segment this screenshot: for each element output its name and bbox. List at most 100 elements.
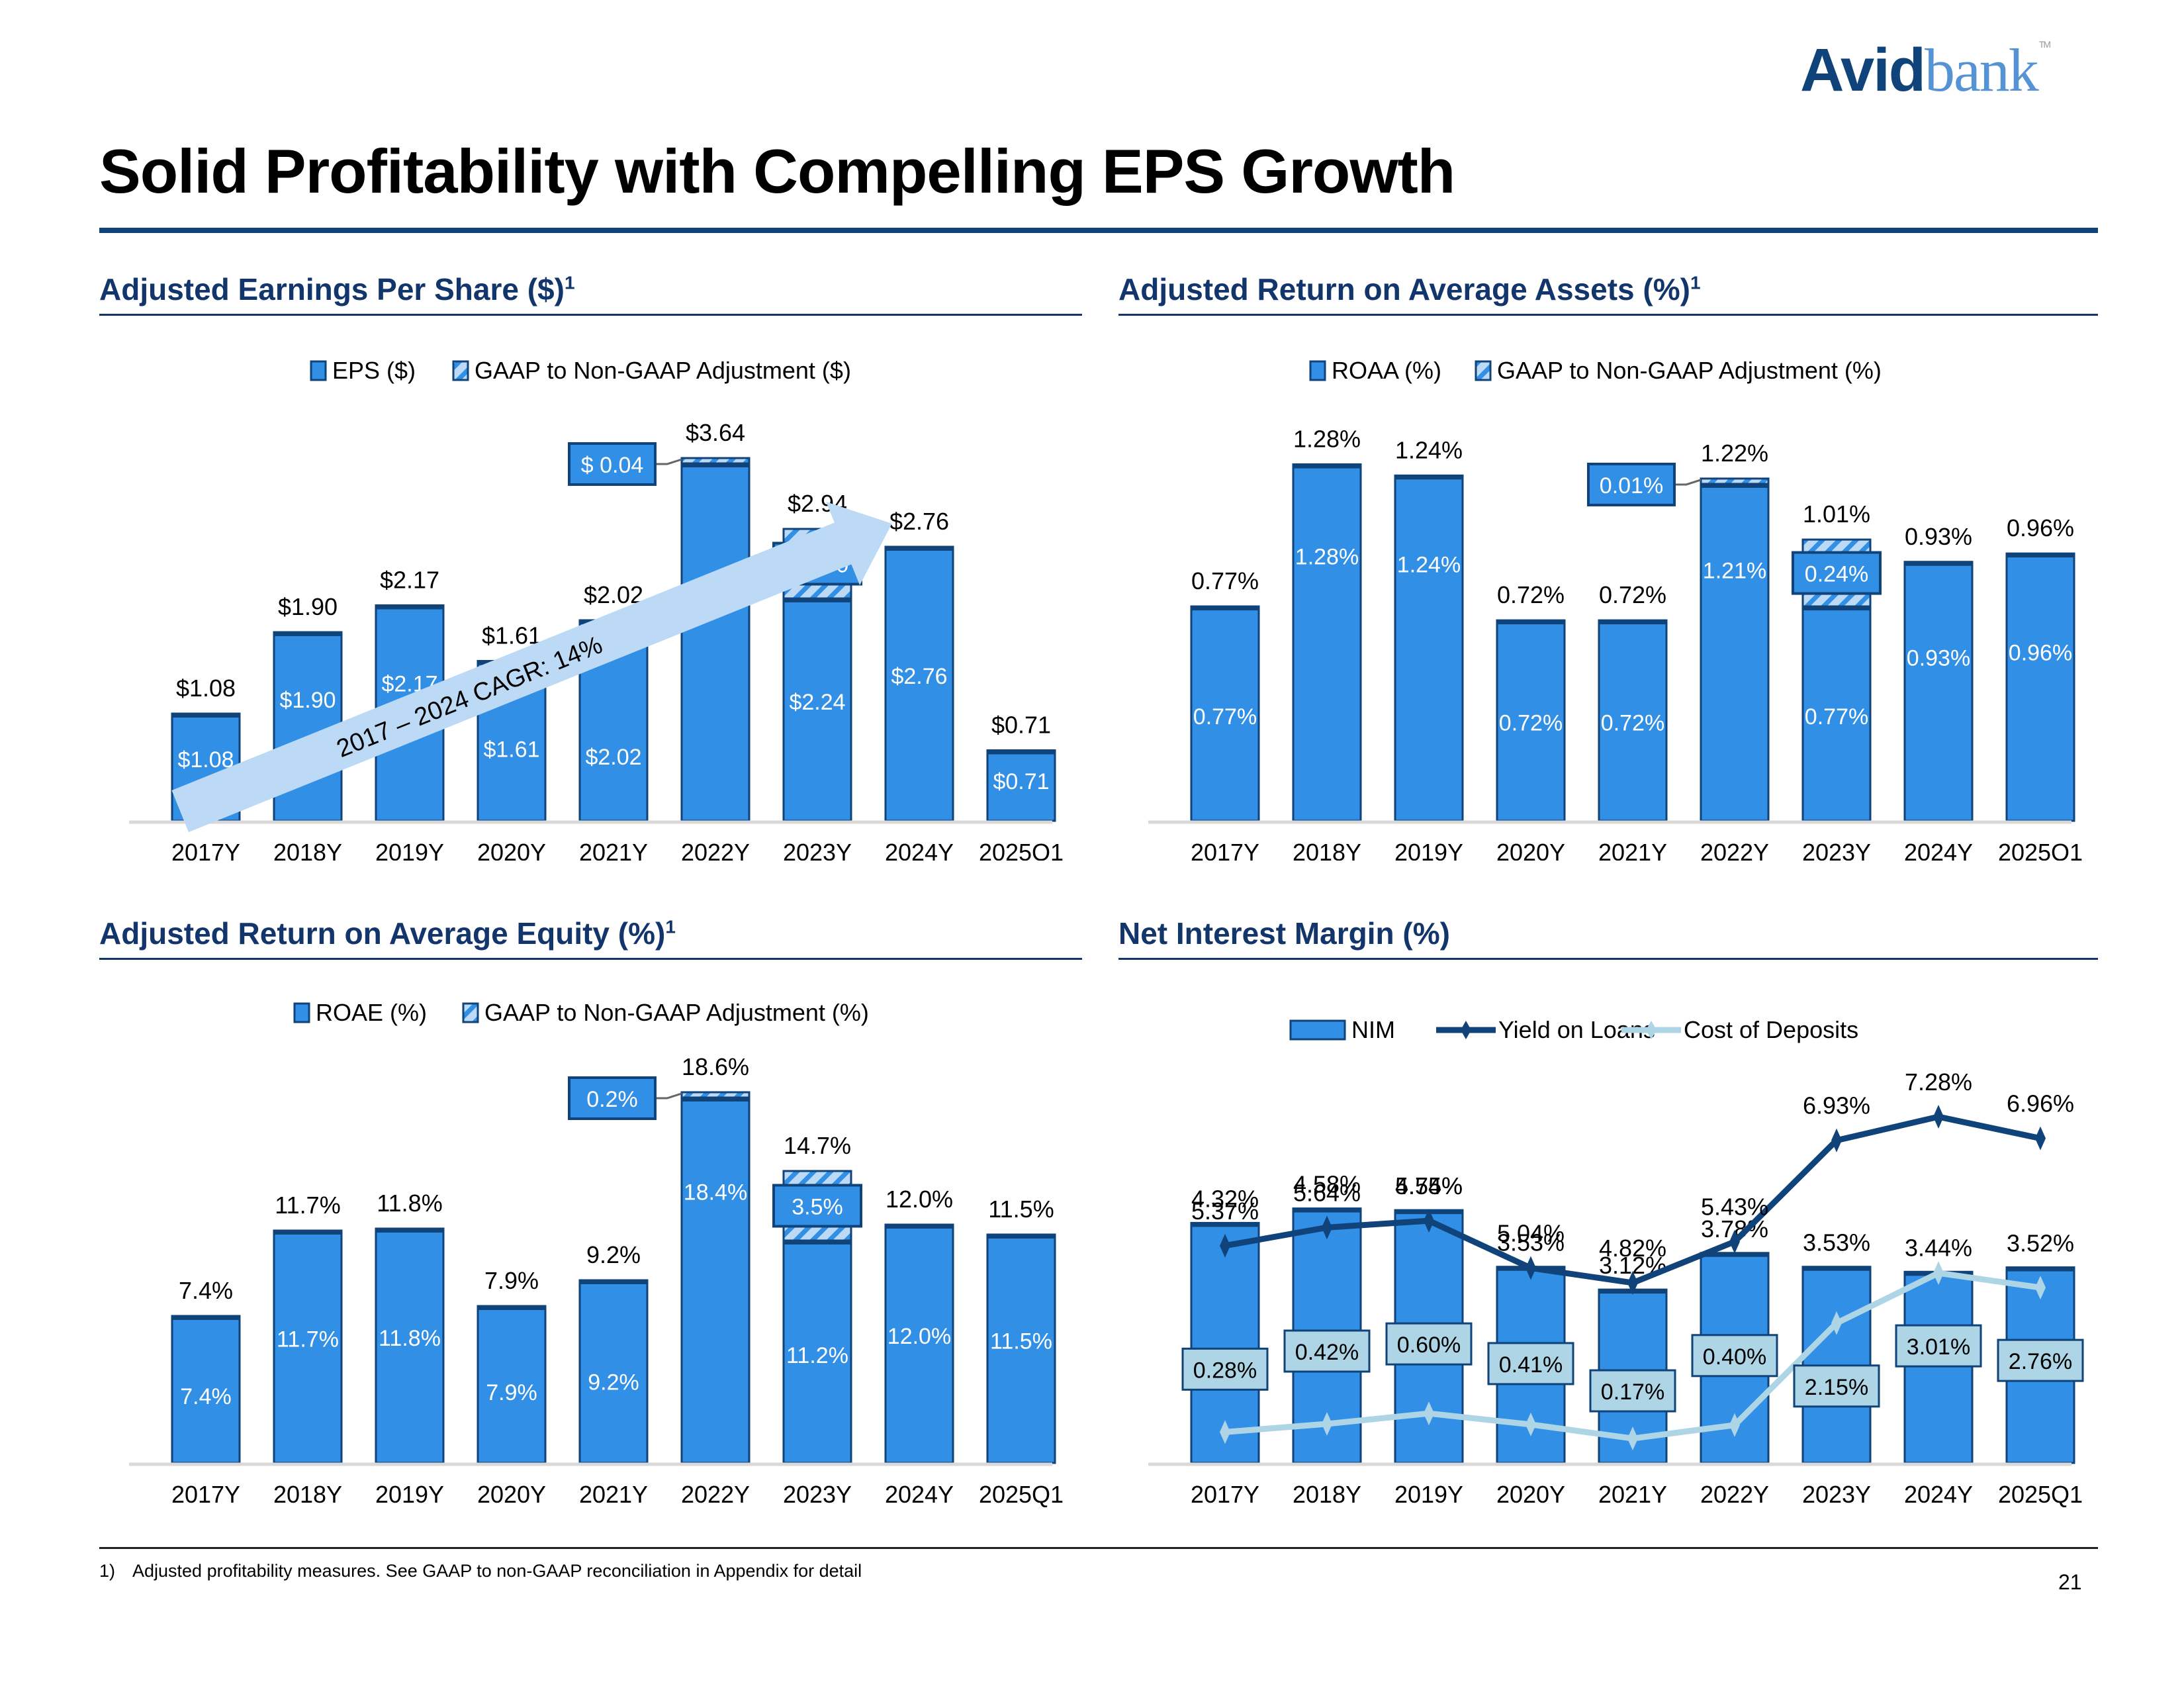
adjustment-leader-line xyxy=(655,1092,682,1100)
x-tick-label: 2018Y xyxy=(273,1481,342,1508)
bar-total-label: 11.8% xyxy=(377,1190,442,1217)
yield-marker xyxy=(1933,1105,1944,1129)
cost-marker xyxy=(1627,1427,1638,1451)
bar-value-label: $2.24 xyxy=(789,690,845,715)
bar-total-label: 1.01% xyxy=(1803,500,1870,528)
bar-top-edge xyxy=(274,1231,341,1235)
x-tick-label: 2022Y xyxy=(681,839,750,861)
adjustment-callout-box xyxy=(568,1076,657,1120)
bar-value-label: 11.5% xyxy=(990,1329,1052,1354)
bar-top-edge xyxy=(478,1306,545,1310)
bar-top-edge xyxy=(682,463,749,467)
bar-top-edge xyxy=(1293,464,1361,469)
adjustment-leader-line xyxy=(655,458,682,465)
yield-value-label: 5.04% xyxy=(1497,1220,1565,1247)
cost-label-box xyxy=(1895,1324,1982,1368)
bar-top-edge xyxy=(1191,1223,1259,1227)
logo-trademark: TM xyxy=(2038,39,2051,50)
yield-marker xyxy=(1220,1233,1230,1258)
bar-2022Y xyxy=(1700,483,1770,822)
section-title-eps: Adjusted Earnings Per Share ($)1 xyxy=(99,271,575,307)
bar-total-label: 7.4% xyxy=(179,1277,233,1304)
logo-part-bank: bank xyxy=(1924,36,2039,104)
yield-marker xyxy=(2035,1126,2046,1150)
section-title-roaa-footnote: 1 xyxy=(1690,272,1701,293)
cost-label-box xyxy=(1589,1369,1676,1413)
yield-value-label: 6.96% xyxy=(2007,1090,2074,1117)
bar-total-label: $1.61 xyxy=(482,622,541,649)
eps-chart: EPS ($) GAAP to Non-GAAP Adjustment ($) $1… xyxy=(129,357,1064,861)
bar-value-label: $0.71 xyxy=(993,769,1049,794)
roaa-chart: ROAA (%) GAAP to Non-GAAP Adjustment (%) 0… xyxy=(1148,357,2083,861)
legend-nim-swatch xyxy=(1289,1019,1346,1041)
x-tick-label: 2018Y xyxy=(1293,1481,1361,1508)
cost-marker xyxy=(1220,1420,1230,1444)
yield-value-label: 5.37% xyxy=(1191,1197,1259,1225)
nim-value-label: 4.32% xyxy=(1191,1185,1259,1212)
yield-value-label: 7.28% xyxy=(1905,1068,1972,1096)
bar-value-label: 1.24% xyxy=(1397,552,1461,577)
yield-value-label: 5.74% xyxy=(1395,1172,1463,1199)
adjustment-segment-2022Y xyxy=(680,457,751,465)
bar-total-label: 14.7% xyxy=(784,1132,851,1159)
legend-primary-label: ROAA (%) xyxy=(1332,357,1441,384)
section-divider-nim xyxy=(1118,958,2098,960)
legend-adjustment-swatch xyxy=(1475,360,1492,381)
nim-value-label: 3.53% xyxy=(1497,1229,1565,1256)
bar-value-label: 0.93% xyxy=(1907,645,1970,671)
cost-label-box xyxy=(1385,1322,1473,1366)
section-title-roaa-text: Adjusted Return on Average Assets (%) xyxy=(1118,272,1690,306)
cost-value-label: 2.76% xyxy=(2009,1349,2072,1374)
bar-value-label: 0.77% xyxy=(1193,704,1257,729)
section-title-roae-text: Adjusted Return on Average Equity (%) xyxy=(99,916,666,951)
bar-total-label: 0.77% xyxy=(1191,567,1259,594)
bar-top-edge xyxy=(987,1235,1055,1239)
bar-2022Y xyxy=(680,1096,751,1464)
adjustment-callout-box xyxy=(772,1184,862,1228)
adjustment-leader-line xyxy=(1674,479,1702,486)
cost-marker xyxy=(1831,1311,1842,1335)
adjustment-callout-label: 0.2% xyxy=(586,1087,638,1112)
x-tick-label: 2021Y xyxy=(1598,1481,1667,1508)
x-tick-label: 2020Y xyxy=(1496,1481,1565,1508)
x-tick-label: 2017Y xyxy=(171,839,240,861)
x-tick-label: 2024Y xyxy=(885,839,954,861)
bar-top-edge xyxy=(1293,1208,1361,1213)
x-tick-label: 2025Q1 xyxy=(1998,839,2083,861)
cost-value-label: 3.01% xyxy=(1907,1335,1970,1360)
title-divider xyxy=(99,228,2098,233)
cagr-annotation: 2017 – 2024 CAGR: 14% xyxy=(333,631,606,763)
bar-total-label: 11.5% xyxy=(988,1196,1054,1223)
x-tick-label: 2023Y xyxy=(1802,1481,1871,1508)
x-tick-label: 2022Y xyxy=(681,1481,750,1508)
x-tick-label: 2020Y xyxy=(477,839,546,861)
section-title-roaa: Adjusted Return on Average Assets (%)1 xyxy=(1118,271,1701,307)
section-title-eps-text: Adjusted Earnings Per Share ($) xyxy=(99,272,565,306)
legend-adjustment-swatch xyxy=(452,360,469,381)
bar-top-edge xyxy=(987,750,1055,755)
yield-value-label: 5.64% xyxy=(1293,1179,1361,1206)
bar-total-label: $3.64 xyxy=(686,419,745,446)
legend-adjustment-label: GAAP to Non-GAAP Adjustment (%) xyxy=(484,999,869,1026)
x-tick-label: 2018Y xyxy=(1293,839,1361,861)
bar-total-label: 9.2% xyxy=(586,1241,641,1268)
x-tick-label: 2024Y xyxy=(885,1481,954,1508)
bar-top-edge xyxy=(2007,1267,2074,1272)
bar-top-edge xyxy=(784,598,851,602)
bar-value-label: $2.02 xyxy=(585,745,641,770)
x-tick-label: 2023Y xyxy=(783,1481,852,1508)
section-divider-eps xyxy=(99,314,1082,316)
bar-top-edge xyxy=(1701,483,1768,488)
bar-value-label: 1.21% xyxy=(1703,558,1766,583)
x-tick-label: 2017Y xyxy=(171,1481,240,1508)
x-tick-label: 2022Y xyxy=(1700,1481,1769,1508)
bar-value-label: $1.61 xyxy=(483,737,539,762)
bar-value-label: 9.2% xyxy=(588,1370,639,1395)
cost-value-label: 0.28% xyxy=(1193,1358,1257,1383)
x-tick-label: 2025Q1 xyxy=(979,1481,1064,1508)
cost-marker xyxy=(1729,1413,1740,1437)
bar-value-label: $1.90 xyxy=(279,688,336,713)
bar-top-edge xyxy=(1497,620,1565,625)
bar-value-label: 7.9% xyxy=(486,1380,537,1405)
x-tick-label: 2021Y xyxy=(579,839,648,861)
